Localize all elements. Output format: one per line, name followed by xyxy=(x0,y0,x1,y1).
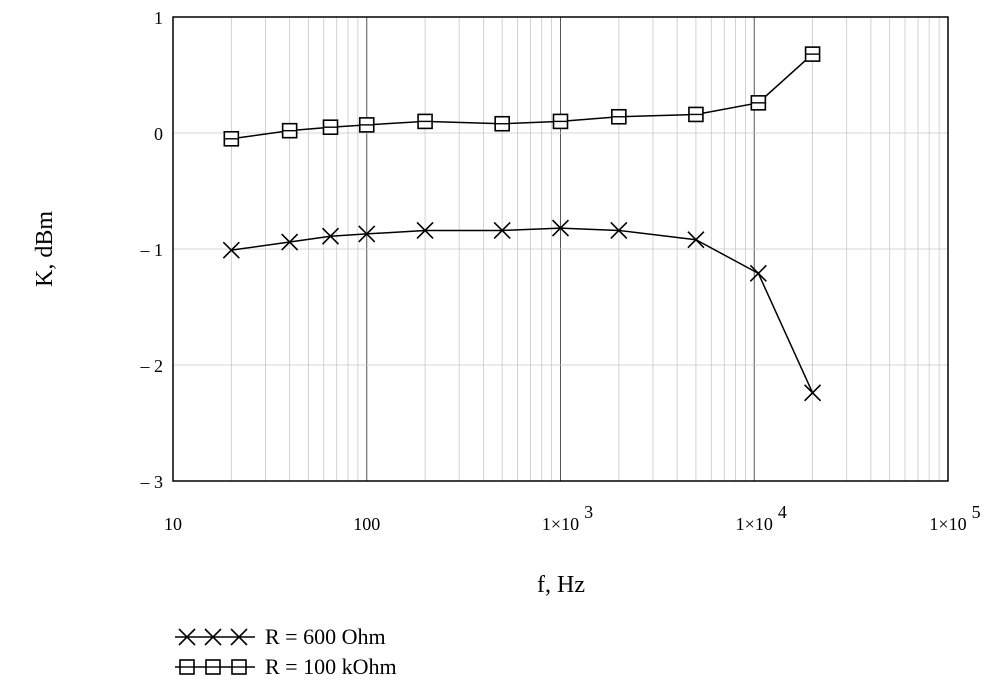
legend-marker xyxy=(231,659,247,675)
series-line-2 xyxy=(231,53,814,140)
legend-label: R = 600 Ohm xyxy=(265,624,386,649)
grid-lines xyxy=(173,17,948,481)
x-marker-point xyxy=(358,225,376,243)
y-tick-label: – 1 xyxy=(140,240,164,260)
y-axis-title: K, dBm xyxy=(32,211,58,287)
x-tick-label: 1×103 xyxy=(542,502,593,534)
y-tick-label: – 3 xyxy=(140,472,164,492)
svg-text:100: 100 xyxy=(353,514,380,534)
x-marker-point xyxy=(551,219,570,237)
plot-area-frame xyxy=(172,16,949,482)
y-tick-label: 1 xyxy=(154,8,163,28)
legend-marker xyxy=(230,628,248,646)
y-tick-labels: 1 0 – 1 – 2 – 3 xyxy=(140,8,164,492)
square-marker-point xyxy=(804,46,821,62)
svg-text:1×10: 1×10 xyxy=(736,514,773,534)
x-marker-point xyxy=(610,221,628,240)
x-marker-point xyxy=(416,221,434,240)
legend-marker xyxy=(205,659,221,675)
x-marker-point xyxy=(281,233,299,251)
legend-label: R = 100 kOhm xyxy=(265,654,397,679)
svg-text:3: 3 xyxy=(584,502,593,522)
legend-marker xyxy=(204,628,222,646)
svg-text:5: 5 xyxy=(972,502,981,522)
x-marker-point xyxy=(321,227,340,245)
square-marker-point xyxy=(688,106,704,123)
legend-marker xyxy=(178,628,196,646)
series-layer xyxy=(222,46,822,402)
x-marker-point xyxy=(687,231,705,249)
x-marker-point xyxy=(804,384,822,402)
x-marker-point xyxy=(493,221,511,240)
x-tick-label: 100 xyxy=(353,514,380,534)
legend-marker xyxy=(179,659,195,675)
square-marker-point xyxy=(281,122,298,139)
x-tick-label: 1×104 xyxy=(736,502,787,534)
x-tick-label: 10 xyxy=(164,514,182,534)
svg-text:1×10: 1×10 xyxy=(929,514,966,534)
svg-text:10: 10 xyxy=(164,514,182,534)
x-tick-label: 1×10 5 xyxy=(929,502,980,534)
square-marker-point xyxy=(358,117,375,133)
square-marker-point xyxy=(494,115,510,132)
square-marker-point xyxy=(552,113,569,130)
square-marker-point xyxy=(611,108,627,125)
square-marker-point xyxy=(750,95,767,111)
y-tick-label: – 2 xyxy=(140,356,164,376)
square-marker-point xyxy=(322,119,339,135)
legend-item: R = 600 Ohm xyxy=(175,624,386,649)
series-line-1 xyxy=(231,227,814,394)
square-marker-point xyxy=(223,131,240,147)
x-marker-point xyxy=(749,264,767,282)
x-marker-point xyxy=(222,241,240,259)
y-tick-label: 0 xyxy=(154,124,163,144)
legend: R = 600 Ohm R = 100 kOhm xyxy=(175,624,397,679)
legend-item: R = 100 kOhm xyxy=(175,654,397,679)
svg-text:1×10: 1×10 xyxy=(542,514,579,534)
svg-text:4: 4 xyxy=(778,502,787,522)
square-marker-point xyxy=(417,113,433,130)
x-axis-title: f, Hz xyxy=(537,572,585,598)
